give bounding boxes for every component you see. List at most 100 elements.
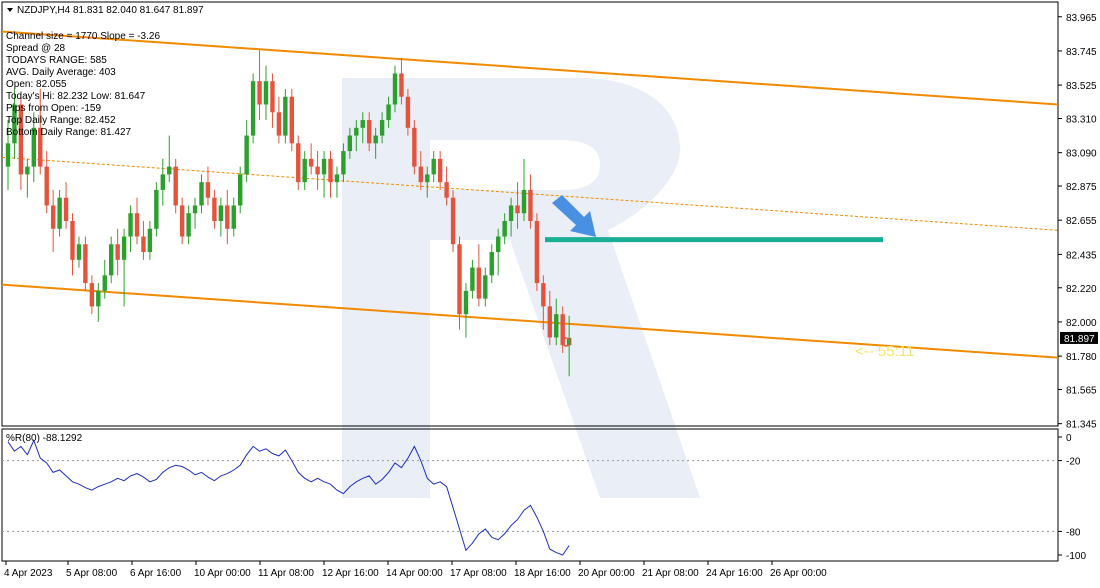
candle-bull — [373, 135, 378, 144]
price-tick-label: 81.565 — [1066, 386, 1097, 397]
candle-bear — [44, 166, 49, 206]
time-tick-label: 6 Apr 16:00 — [130, 568, 182, 579]
candle-bear — [528, 189, 533, 221]
price-tick-label: 82.655 — [1066, 216, 1097, 227]
price-tick-label: 81.780 — [1066, 352, 1097, 363]
candle-bull — [192, 205, 198, 214]
candle-bear — [89, 283, 95, 307]
candle-bull — [128, 213, 133, 237]
candle-bear — [412, 127, 417, 167]
candle-bull — [96, 290, 101, 307]
candle-bear — [141, 236, 146, 253]
channel-middle-line — [1, 156, 1059, 231]
candle-bull — [360, 120, 365, 128]
candle-bull — [12, 104, 17, 144]
candle-bull — [470, 267, 475, 291]
info-line: Top Daily Range: 82.452 — [6, 115, 116, 126]
watermark-logo — [342, 78, 700, 498]
candle-bull — [302, 158, 307, 183]
candle-bear — [257, 81, 262, 105]
time-tick-label: 24 Apr 16:00 — [706, 568, 763, 579]
candle-bull — [102, 275, 107, 291]
candle-bear — [444, 182, 449, 198]
candle-bull — [109, 244, 114, 276]
candle-bear — [38, 127, 43, 167]
candle-bear — [437, 158, 443, 183]
info-line: AVG. Daily Average: 403 — [6, 67, 116, 78]
indicator-pane: %R(80) -88.1292 0 -20 -80 -100 — [2, 433, 1086, 562]
candle-bull — [263, 81, 269, 105]
time-tick-label: 18 Apr 16:00 — [514, 568, 571, 579]
info-line: Pips from Open: -159 — [6, 103, 101, 114]
candle-bull — [425, 174, 430, 183]
candle-bear — [289, 96, 294, 144]
time-tick-label: 14 Apr 00:00 — [386, 568, 443, 579]
candle-bear — [367, 120, 372, 144]
price-axis: 83.965 83.745 83.525 83.310 83.090 82.875 82.6… — [1058, 13, 1098, 431]
indicator-tick-label: -100 — [1066, 551, 1086, 562]
candle-bull — [431, 158, 436, 175]
indicator-tick-label: -20 — [1066, 457, 1081, 468]
candle-bear — [547, 306, 552, 338]
indicator-pane-frame — [1, 428, 1059, 562]
candle-bull — [463, 290, 469, 315]
candle-bull — [554, 314, 559, 338]
timer-label: <-- 55:11 — [855, 343, 914, 360]
candle-bear — [18, 104, 24, 175]
candle-bear — [63, 197, 69, 221]
candle-bull — [31, 127, 36, 167]
price-tick-label: 82.875 — [1066, 182, 1097, 193]
candle-bull — [386, 104, 391, 121]
candle-bull — [147, 228, 153, 253]
price-tick-label: 83.745 — [1066, 47, 1097, 58]
candle-bull — [502, 220, 507, 237]
candle-bear — [418, 166, 423, 183]
time-tick-label: 17 Apr 08:00 — [450, 568, 507, 579]
arrow-icon — [552, 195, 596, 237]
candle-bear — [83, 244, 88, 284]
candle-bull — [496, 236, 501, 253]
candle-bear — [212, 197, 217, 221]
candle-bull — [379, 120, 385, 136]
candle-bear — [270, 81, 275, 113]
candle-bull — [347, 135, 353, 152]
candles — [5, 50, 572, 377]
candle-bull — [154, 189, 159, 229]
candle-bull — [334, 174, 340, 183]
candle-bull — [218, 205, 224, 221]
dropdown-triangle-icon[interactable] — [7, 8, 13, 12]
candle-bull — [238, 174, 243, 206]
candle-bull — [489, 252, 494, 276]
candle-bear — [515, 205, 520, 214]
candle-bull — [321, 158, 327, 175]
candle-bull — [5, 143, 11, 167]
info-line: Spread @ 28 — [6, 43, 66, 54]
main-pane-frame — [1, 1, 1059, 427]
price-tick-label: 82.435 — [1066, 250, 1097, 261]
candle-bull — [186, 213, 191, 237]
candle-bull — [483, 275, 488, 299]
indicator-series-line — [7, 439, 570, 556]
price-tick-label: 82.220 — [1066, 284, 1097, 295]
price-tick-label: 83.965 — [1066, 13, 1097, 24]
price-tick-label: 81.345 — [1066, 420, 1097, 431]
header: NZDJPY,H4 81.831 82.040 81.647 81.897 — [7, 5, 204, 16]
candle-bear — [541, 283, 546, 307]
time-tick-label: 12 Apr 16:00 — [322, 568, 379, 579]
candle-bull — [25, 166, 30, 175]
info-line: Channel size = 1770 Slope = -3.26 — [6, 31, 160, 42]
candle-bear — [276, 112, 282, 136]
indicator-tick-label: -80 — [1066, 527, 1081, 538]
candle-bear — [179, 205, 185, 237]
price-tick-label: 83.525 — [1066, 81, 1097, 92]
candle-bull — [354, 127, 359, 136]
candle-bull — [167, 166, 172, 175]
candle-bear — [315, 166, 320, 175]
candle-bear — [450, 197, 456, 245]
indicator-tick-label: 0 — [1066, 433, 1072, 444]
indicator-label: %R(80) -88.1292 — [6, 433, 83, 444]
channel-lines — [1, 30, 1059, 359]
info-line: TODAYS RANGE: 585 — [6, 55, 107, 66]
candle-bear — [134, 213, 140, 237]
